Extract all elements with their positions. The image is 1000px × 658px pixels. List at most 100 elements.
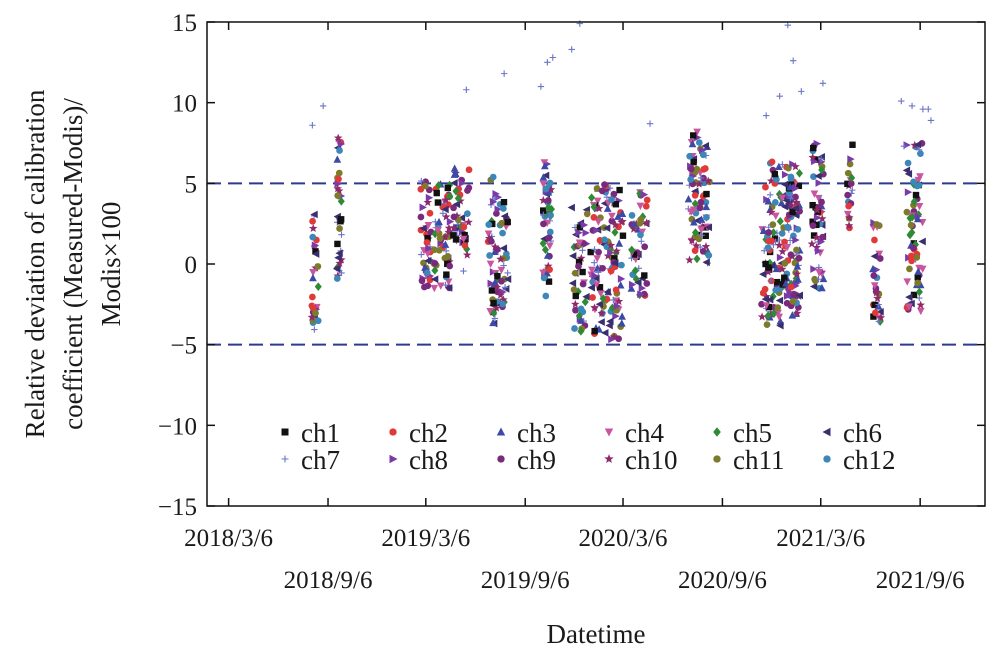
point-ch2	[465, 166, 473, 174]
point-ch12	[577, 305, 585, 313]
point-ch7	[898, 97, 905, 105]
point-ch4	[693, 128, 701, 137]
point-ch1	[703, 190, 710, 198]
point-ch11	[336, 225, 343, 232]
point-ch7	[776, 93, 783, 100]
point-ch9	[795, 254, 803, 262]
point-ch9	[608, 217, 616, 225]
legend-marker-ch10	[604, 454, 614, 463]
point-ch11	[571, 269, 579, 277]
point-ch10	[492, 282, 502, 291]
point-ch4	[636, 202, 645, 210]
point-ch8	[458, 179, 467, 188]
legend-marker-ch12	[823, 455, 831, 463]
legend-label-ch1: ch1	[301, 418, 340, 448]
point-ch12	[333, 275, 341, 282]
point-ch4	[593, 255, 602, 263]
point-ch2	[762, 183, 769, 191]
point-ch1	[773, 278, 781, 286]
point-ch12	[499, 300, 507, 308]
point-ch10	[444, 223, 454, 232]
point-ch10	[496, 254, 505, 263]
point-ch5	[631, 266, 639, 276]
point-ch10	[792, 197, 801, 207]
point-ch4	[905, 303, 913, 311]
legend-marker-ch8	[389, 454, 398, 464]
point-ch8	[792, 236, 800, 244]
legend-marker-ch7	[281, 455, 289, 463]
point-ch3	[618, 209, 627, 218]
point-ch9	[493, 246, 501, 253]
point-ch7	[311, 326, 318, 333]
point-ch12	[773, 176, 780, 183]
point-ch6	[776, 321, 784, 330]
point-ch1	[616, 186, 623, 194]
point-ch1	[572, 292, 579, 300]
point-ch2	[607, 267, 615, 275]
point-ch3	[819, 274, 828, 283]
point-ch4	[424, 221, 433, 230]
point-ch9	[421, 283, 428, 291]
point-ch10	[763, 267, 773, 276]
point-ch6	[870, 252, 878, 261]
point-ch11	[636, 219, 644, 227]
point-ch8	[815, 179, 823, 187]
point-ch12	[772, 286, 780, 294]
point-ch7	[500, 70, 508, 77]
point-ch8	[786, 288, 794, 297]
legend-marker-ch9	[497, 455, 505, 463]
point-ch3	[421, 263, 429, 271]
point-ch8	[613, 302, 622, 310]
point-ch6	[424, 256, 432, 265]
point-ch1	[489, 220, 496, 228]
point-ch10	[767, 207, 776, 216]
point-ch3	[793, 262, 802, 270]
point-ch6	[311, 250, 320, 258]
point-ch1	[312, 248, 319, 255]
point-ch12	[686, 152, 694, 160]
point-ch3	[630, 220, 638, 228]
point-ch9	[696, 204, 704, 212]
point-ch12	[904, 159, 912, 167]
point-ch7	[787, 194, 794, 202]
y-tick-label: 5	[185, 171, 198, 198]
point-ch1	[452, 236, 460, 243]
point-ch10	[333, 184, 342, 193]
point-ch11	[774, 304, 782, 311]
point-ch6	[634, 278, 642, 287]
point-ch12	[628, 212, 636, 219]
point-ch8	[489, 197, 498, 206]
point-ch7	[454, 221, 461, 228]
point-ch2	[768, 237, 776, 245]
point-ch1	[765, 264, 772, 271]
point-ch10	[590, 303, 599, 312]
point-ch12	[687, 176, 695, 183]
point-ch3	[618, 312, 626, 320]
point-ch11	[793, 246, 800, 254]
point-ch10	[462, 250, 472, 259]
point-ch8	[575, 228, 583, 237]
point-ch8	[580, 221, 589, 229]
point-ch1	[844, 180, 851, 188]
legend-label-ch9: ch9	[517, 445, 556, 475]
point-ch9	[450, 204, 457, 212]
point-ch9	[847, 180, 855, 187]
x-tick-label: 2019/9/6	[481, 567, 570, 594]
point-ch6	[704, 223, 713, 232]
point-ch10	[844, 213, 854, 222]
point-ch4	[430, 284, 439, 293]
point-ch7	[540, 211, 547, 218]
point-ch4	[778, 194, 787, 203]
legend-marker-ch4	[604, 428, 614, 437]
point-ch5	[541, 245, 549, 255]
y-axis-title-line: coefficient (Measured-Modis)/	[58, 98, 88, 430]
point-ch1	[912, 191, 920, 199]
point-ch10	[546, 185, 556, 194]
point-ch6	[419, 224, 427, 233]
point-ch10	[609, 332, 619, 341]
point-ch5	[490, 308, 498, 318]
point-ch1	[810, 144, 817, 152]
point-ch4	[539, 180, 548, 189]
point-ch4	[539, 269, 548, 277]
point-ch6	[791, 204, 800, 213]
